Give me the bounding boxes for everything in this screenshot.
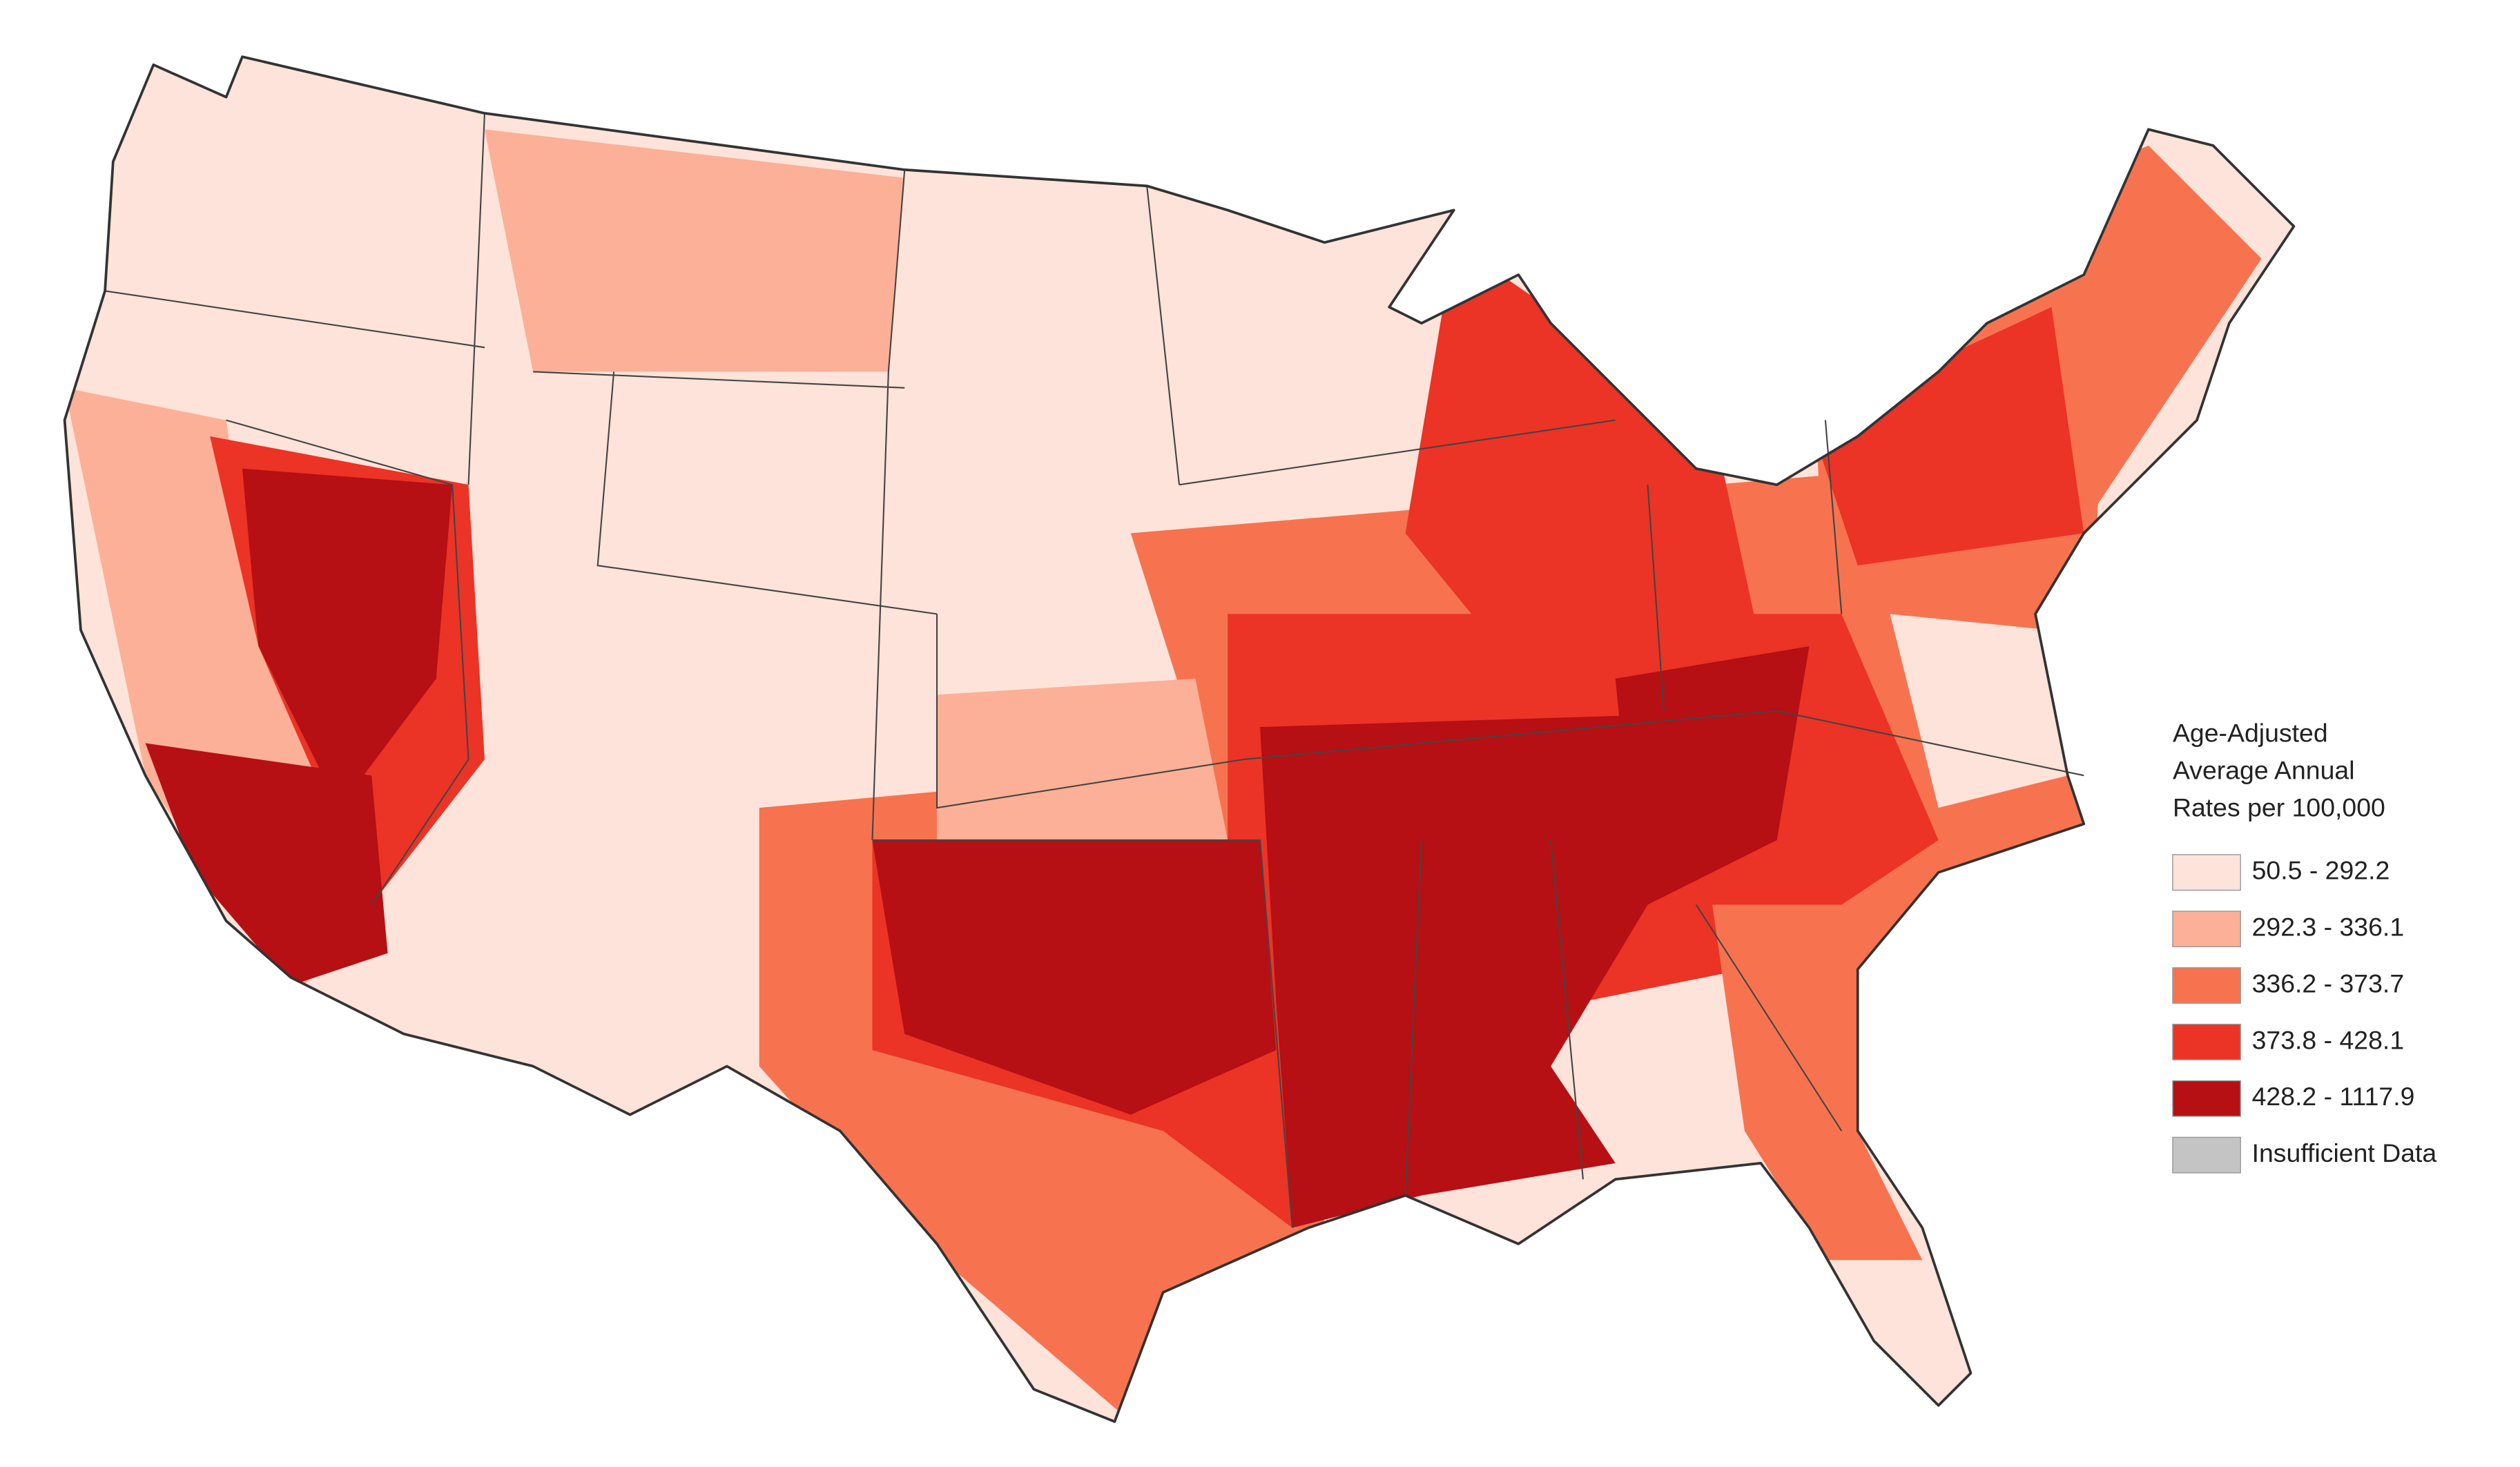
legend-swatch xyxy=(2172,967,2241,1004)
region xyxy=(937,678,1228,840)
legend-label: 428.2 - 1117.9 xyxy=(2252,1082,2415,1111)
region xyxy=(1405,242,1761,711)
legend-label: 373.8 - 428.1 xyxy=(2252,1025,2405,1054)
legend: Age-Adjusted Average Annual Rates per 100,… xyxy=(2172,719,2437,1174)
legend-label: 292.3 - 336.1 xyxy=(2252,912,2405,941)
legend-swatch xyxy=(2172,1023,2241,1060)
legend-title: Average Annual xyxy=(2173,756,2355,785)
region xyxy=(1615,646,1810,840)
region xyxy=(145,743,388,986)
region xyxy=(1712,904,1923,1261)
legend-swatch xyxy=(2172,1136,2241,1174)
region xyxy=(1890,614,2068,808)
region xyxy=(872,839,1277,1115)
region xyxy=(242,468,453,808)
legend-title: Rates per 100,000 xyxy=(2173,793,2385,822)
legend-label: 336.2 - 373.7 xyxy=(2252,969,2405,998)
legend-swatch xyxy=(2172,854,2241,891)
legend-title: Age-Adjusted xyxy=(2173,719,2328,748)
region xyxy=(484,129,905,372)
legend-label: 50.5 - 292.2 xyxy=(2252,856,2390,885)
state-borders xyxy=(63,55,2296,1424)
legend-label: Insufficient Data xyxy=(2252,1138,2437,1167)
region xyxy=(1809,307,2084,566)
legend-swatch xyxy=(2172,911,2241,948)
legend-swatch xyxy=(2172,1080,2241,1117)
